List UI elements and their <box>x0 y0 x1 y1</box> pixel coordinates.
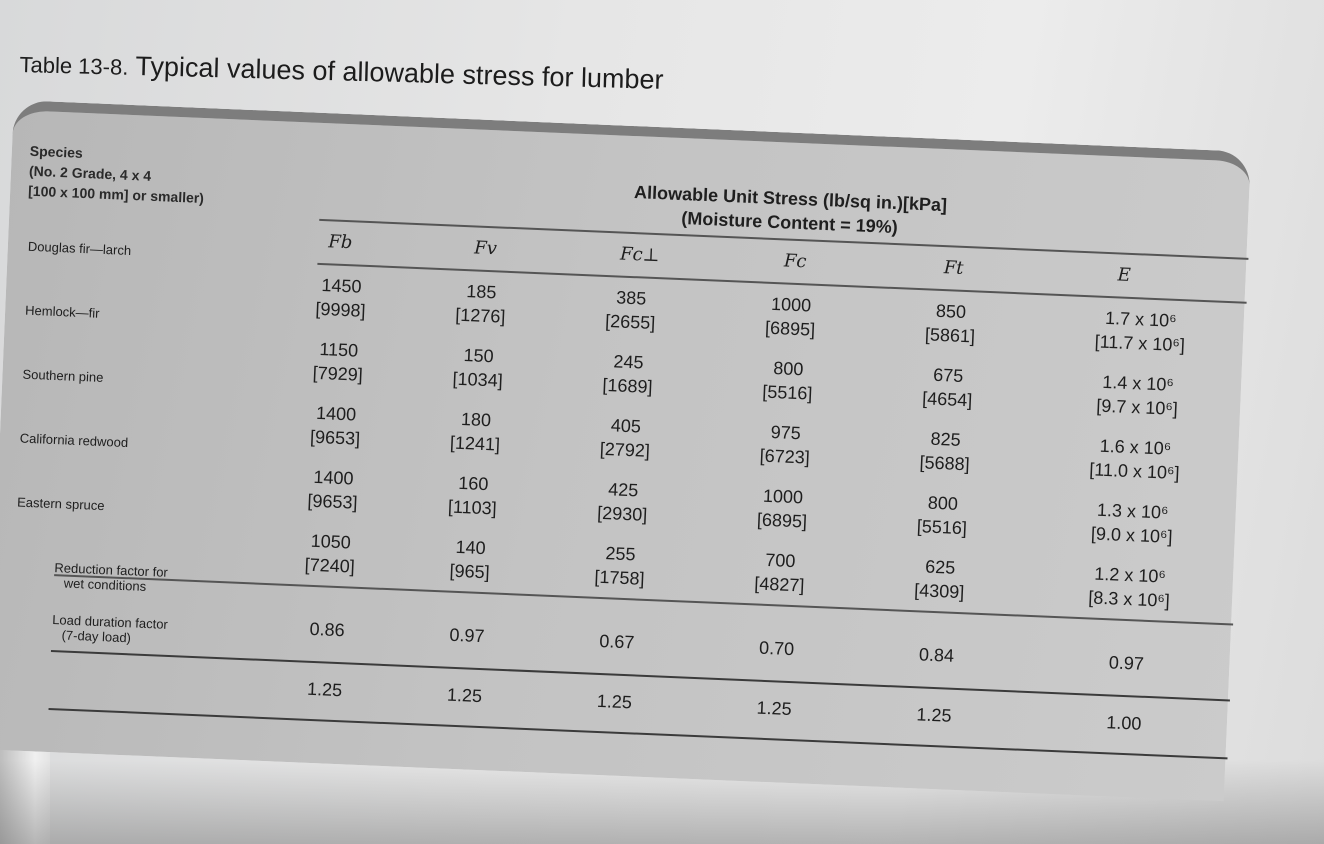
column-header-e: E <box>1117 264 1132 286</box>
cell-e-california-redwood: 1.3 x 10⁶ [9.0 x 10⁶] <box>1090 499 1173 547</box>
factor-wet-fb: 0.86 <box>309 618 346 641</box>
cell-fb-douglas-fir: 1450 [9998] <box>315 275 366 321</box>
cell-fv-southern-pine: 180 [1241] <box>449 409 501 455</box>
table-panel: Species (No. 2 Grade, 4 x 4 [100 x 100 m… <box>0 100 1251 802</box>
cell-e-hemlock-fir: 1.4 x 10⁶ [9.7 x 10⁶] <box>1095 371 1179 419</box>
factor-load-e: 1.00 <box>1105 712 1142 734</box>
factor-load-fv: 1.25 <box>446 684 483 707</box>
cell-e-southern-pine: 1.6 x 10⁶ [11.0 x 10⁶] <box>1088 435 1180 484</box>
factor-wet-ft: 0.84 <box>918 644 955 666</box>
cell-fv-eastern-spruce: 140 [965] <box>449 536 491 583</box>
cell-fcp-california-redwood: 425 [2930] <box>596 479 648 525</box>
species-southern-pine: Southern pine <box>22 366 104 385</box>
factor-wet-fc: 0.70 <box>758 637 795 660</box>
cell-e-eastern-spruce: 1.2 x 10⁶ [8.3 x 10⁶] <box>1087 563 1171 611</box>
cell-fv-douglas-fir: 185 [1276] <box>454 281 506 327</box>
factor-label-load: Load duration factor (7-day load) <box>51 612 169 646</box>
cell-fc-southern-pine: 975 [6723] <box>759 421 811 468</box>
cell-ft-douglas-fir: 850 [5861] <box>924 300 976 347</box>
cell-fc-hemlock-fir: 800 [5516] <box>761 358 813 404</box>
species-header: Species (No. 2 Grade, 4 x 4 [100 x 100 m… <box>28 141 206 208</box>
cell-fc-california-redwood: 1000 [6895] <box>756 485 808 532</box>
cell-fcp-eastern-spruce: 255 [1758] <box>594 543 645 589</box>
factor-load-fb: 1.25 <box>306 678 343 701</box>
cell-fb-california-redwood: 1400 [9653] <box>307 466 358 513</box>
column-header-fb: Fb <box>327 231 353 254</box>
factor-load-fcp: 1.25 <box>596 690 633 713</box>
column-header-ft: Ft <box>943 257 964 279</box>
cell-ft-hemlock-fir: 675 [4654] <box>921 364 973 411</box>
table-number: Table 13-8. <box>19 51 129 80</box>
cell-fc-eastern-spruce: 700 [4827] <box>753 549 805 596</box>
factor-wet-e: 0.97 <box>1108 652 1145 674</box>
column-header-fc: Fc <box>783 250 807 273</box>
cell-fv-california-redwood: 160 [1103] <box>447 472 498 519</box>
species-hemlock-fir: Hemlock—fir <box>24 302 100 321</box>
factor-load-fc: 1.25 <box>756 697 793 720</box>
species-douglas-fir: Douglas fir—larch <box>27 238 132 259</box>
cell-ft-california-redwood: 800 [5516] <box>916 492 968 539</box>
cell-ft-eastern-spruce: 625 [4309] <box>913 556 965 603</box>
cell-fc-douglas-fir: 1000 [6895] <box>764 293 816 340</box>
cell-fb-southern-pine: 1400 [9653] <box>309 402 361 449</box>
column-header-fv: Fv <box>473 237 498 260</box>
cell-ft-southern-pine: 825 [5688] <box>919 428 971 475</box>
cell-fb-hemlock-fir: 1150 [7929] <box>312 339 364 385</box>
table-title-text: Typical values of allowable stress for l… <box>135 51 664 95</box>
species-california-redwood: California redwood <box>19 430 129 451</box>
column-header-fcp: Fc⊥ <box>619 243 660 267</box>
cell-fcp-hemlock-fir: 245 [1689] <box>602 351 653 397</box>
cell-fcp-douglas-fir: 385 [2655] <box>604 287 656 334</box>
table-title: Table 13-8. Typical values of allowable … <box>19 48 664 96</box>
factor-wet-fcp: 0.67 <box>598 630 635 653</box>
cell-fv-hemlock-fir: 150 [1034] <box>452 345 504 391</box>
cell-e-douglas-fir: 1.7 x 10⁶ [11.7 x 10⁶] <box>1094 307 1186 356</box>
cell-fcp-southern-pine: 405 [2792] <box>599 415 651 461</box>
factor-label-wet: Reduction factor for wet conditions <box>54 560 169 594</box>
factor-wet-fv: 0.97 <box>449 624 485 647</box>
cell-fb-eastern-spruce: 1050 [7240] <box>304 530 356 577</box>
factor-load-ft: 1.25 <box>916 704 952 726</box>
species-eastern-spruce: Eastern spruce <box>16 494 105 514</box>
